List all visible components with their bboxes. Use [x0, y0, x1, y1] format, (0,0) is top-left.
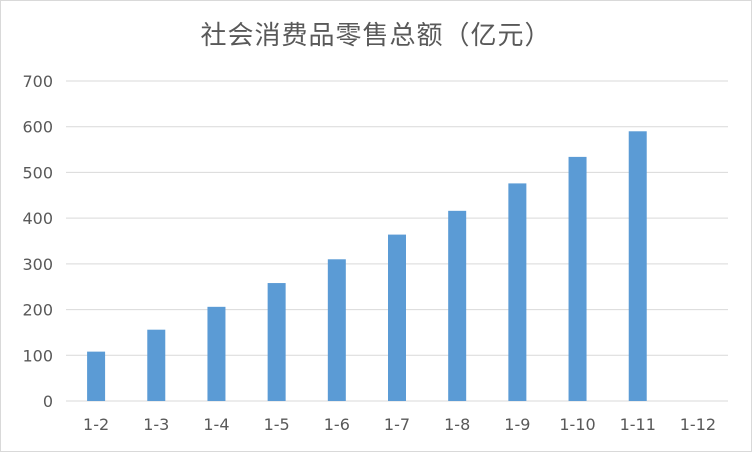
bar-1-8	[448, 210, 467, 401]
bar-1-11	[628, 131, 647, 402]
x-tick-label: 1-8	[444, 415, 470, 434]
y-tick-label: 700	[22, 72, 53, 91]
x-tick-label: 1-3	[143, 415, 169, 434]
y-tick-label: 100	[22, 346, 53, 365]
x-tick-label: 1-5	[264, 415, 290, 434]
bar-1-4	[207, 306, 226, 401]
y-tick-label: 500	[22, 163, 53, 182]
y-tick-label: 300	[22, 255, 53, 274]
x-tick-label: 1-7	[384, 415, 410, 434]
y-tick-label: 600	[22, 118, 53, 137]
x-tick-label: 1-12	[680, 415, 716, 434]
bar-1-7	[388, 234, 406, 401]
x-tick-label: 1-6	[324, 415, 350, 434]
x-tick-label: 1-4	[203, 415, 229, 434]
y-tick-label: 200	[22, 301, 53, 320]
x-tick-label: 1-2	[83, 415, 109, 434]
bar-1-6	[327, 259, 346, 401]
x-tick-label: 1-10	[559, 415, 595, 434]
y-axis-tick-labels: 0 100 200 300 400 500 600 700	[22, 72, 53, 411]
bar-1-3	[147, 329, 166, 401]
x-axis-tick-labels: 1-2 1-3 1-4 1-5 1-6 1-7 1-8 1-9 1-10 1-11 1-12	[83, 415, 716, 434]
chart-title: 社会消费品零售总额（亿元）	[200, 21, 552, 51]
bars	[87, 131, 647, 402]
bar-1-2	[87, 351, 106, 401]
bar-1-9	[508, 183, 527, 401]
y-tick-label: 400	[22, 209, 53, 228]
bar-1-5	[267, 283, 286, 401]
x-tick-label: 1-11	[620, 415, 656, 434]
y-tick-label: 0	[43, 392, 53, 411]
x-tick-label: 1-9	[504, 415, 530, 434]
bar-1-10	[568, 156, 587, 401]
